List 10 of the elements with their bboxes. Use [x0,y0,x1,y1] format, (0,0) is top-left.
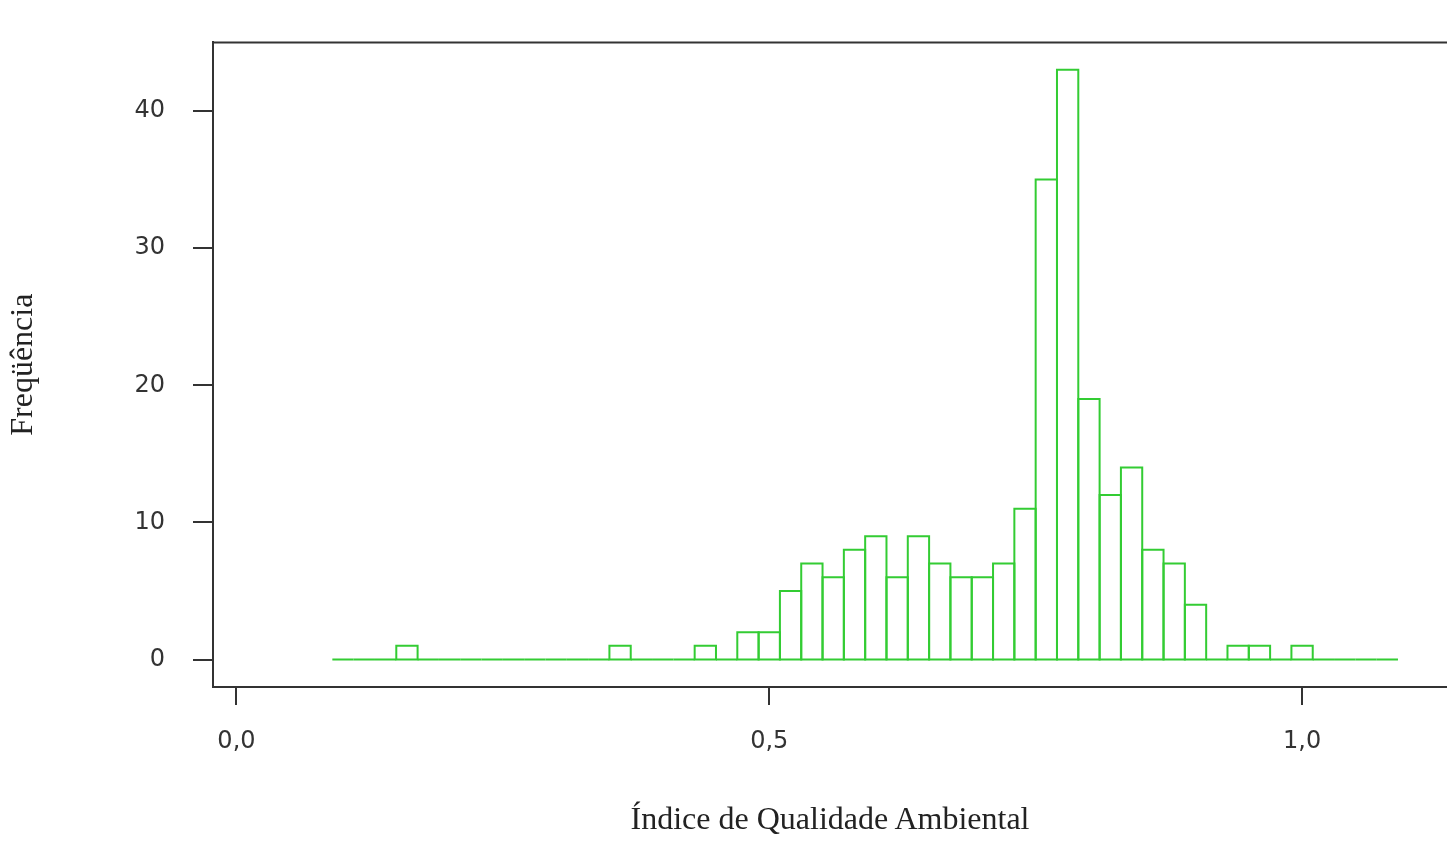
x-tick-label: 1,0 [1282,725,1322,754]
x-tick-label: 0,5 [750,725,789,754]
x-tick-label: 0,0 [217,725,256,754]
y-tick-label: 40 [134,95,165,124]
y-axis-title: Freqüência [2,293,39,436]
y-tick-label: 30 [134,232,165,261]
x-axis-title: Índice de Qualidade Ambiental [630,800,1030,837]
y-tick-label: 20 [134,369,165,398]
y-tick-label: 0 [149,643,165,672]
y-tick-label: 10 [134,506,165,535]
